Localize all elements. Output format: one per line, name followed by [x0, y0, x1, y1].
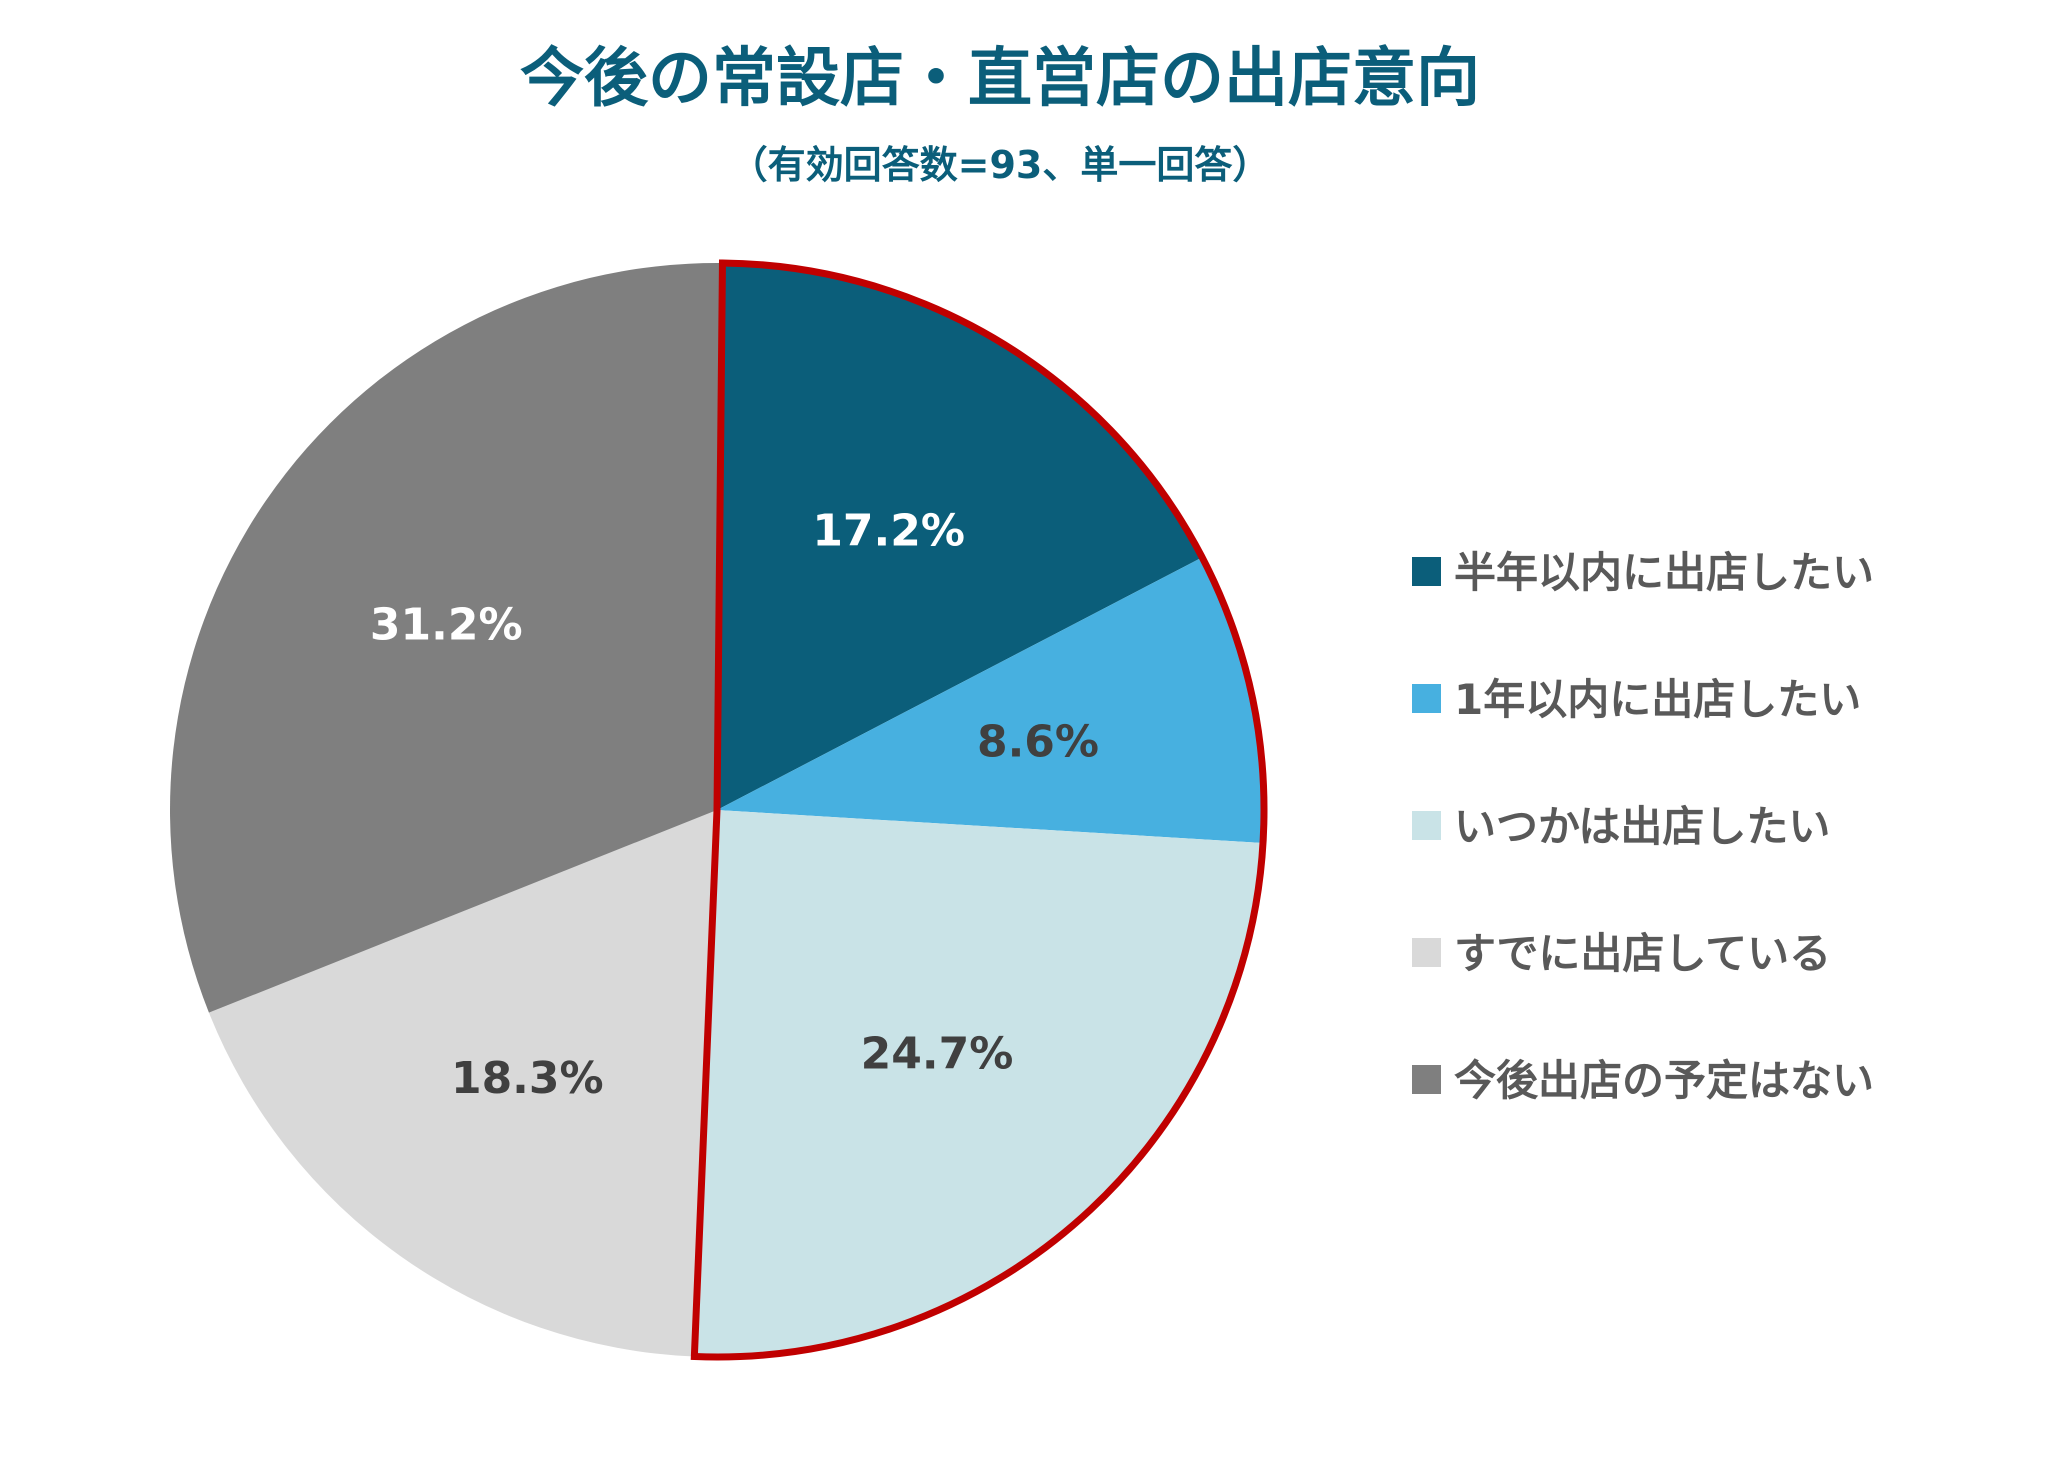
legend-label: 半年以内に出店したい	[1454, 548, 1874, 597]
chart-title: 今後の常設店・直営店の出店意向	[520, 42, 1480, 116]
chart-subtitle: （有効回答数=93、単一回答）	[730, 143, 1271, 187]
highlight-outline	[690, 259, 1268, 1361]
pie-slice	[208, 810, 717, 1357]
data-label: 17.2%	[812, 505, 965, 556]
data-label: 8.6%	[977, 717, 1099, 768]
legend-label: 1年以内に出店したい	[1454, 675, 1861, 724]
legend-swatch	[1412, 938, 1441, 967]
legend-label: 今後出店の予定はない	[1454, 1056, 1874, 1105]
pie-slice	[717, 263, 1203, 810]
legend: 半年以内に出店したい 1年以内に出店したいいつかは出店したいすでに出店している今後…	[1412, 548, 1874, 1105]
legend-swatch	[1412, 557, 1441, 586]
legend-label: いつかは出店したい	[1454, 802, 1830, 851]
legend-label: すでに出店している	[1454, 929, 1831, 978]
pie-slice	[169, 262, 723, 1013]
data-label: 24.7%	[861, 1029, 1014, 1080]
pie-slice	[717, 557, 1264, 843]
legend-swatch	[1412, 684, 1441, 713]
legend-swatch	[1412, 1065, 1441, 1094]
data-label: 31.2%	[370, 600, 523, 651]
data-label: 18.3%	[451, 1053, 604, 1104]
legend-swatch	[1412, 811, 1441, 840]
pie-slice	[694, 810, 1264, 1357]
